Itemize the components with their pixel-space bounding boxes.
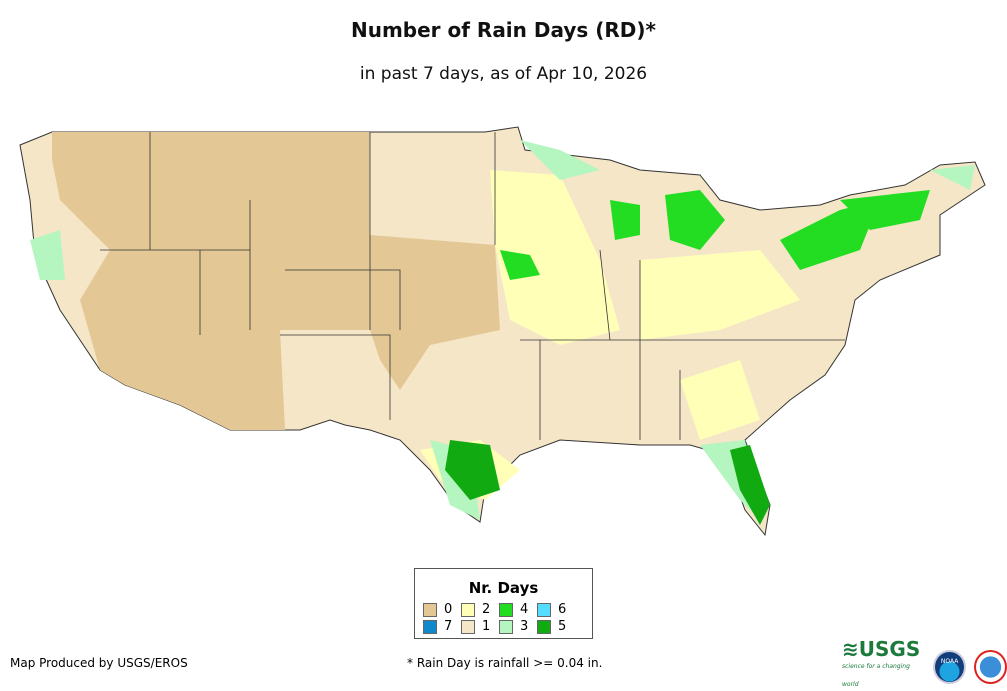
legend: Nr. Days 0 2 4 6 7 1 3 5 <box>414 568 593 639</box>
legend-label: 1 <box>482 619 491 634</box>
noaa-logo: NOAA <box>933 650 967 684</box>
legend-label: 0 <box>444 602 453 617</box>
legend-swatch <box>423 602 437 617</box>
legend-swatch <box>461 619 475 634</box>
legend-label: 3 <box>520 619 529 634</box>
legend-swatch <box>499 602 513 617</box>
usgs-logo: ≋USGS science for a changing world <box>842 637 921 688</box>
map-subtitle: in past 7 days, as of Apr 10, 2026 <box>359 64 648 84</box>
legend-swatch <box>461 602 475 617</box>
legend-swatch <box>499 619 513 634</box>
state-borders <box>100 132 845 440</box>
legend-item: 1 <box>461 619 499 634</box>
legend-item: 7 <box>423 619 461 634</box>
nws-logo <box>974 650 1007 684</box>
legend-item: 5 <box>537 619 575 634</box>
legend-item: 3 <box>499 619 537 634</box>
legend-items: 0 2 4 6 7 1 3 5 <box>423 602 575 634</box>
legend-label: 6 <box>558 602 567 617</box>
legend-item: 2 <box>461 602 499 617</box>
agency-logos: ≋USGS science for a changing world NOAA <box>842 637 1007 691</box>
legend-swatch <box>537 619 551 634</box>
four-five-day-regions <box>445 190 930 525</box>
legend-swatch <box>423 619 437 634</box>
legend-swatch <box>537 602 551 617</box>
legend-label: 4 <box>520 602 529 617</box>
legend-item: 6 <box>537 602 575 617</box>
credit-text: Map Produced by USGS/EROS <box>10 656 188 670</box>
legend-item: 4 <box>499 602 537 617</box>
footnote: * Rain Day is rainfall >= 0.04 in. <box>407 656 603 670</box>
legend-label: 2 <box>482 602 491 617</box>
legend-label: 7 <box>444 619 453 634</box>
legend-title: Nr. Days <box>468 579 539 597</box>
zero-day-regions <box>52 132 500 430</box>
legend-label: 5 <box>558 619 567 634</box>
legend-item: 0 <box>423 602 461 617</box>
map-title: Number of Rain Days (RD)* <box>350 18 656 42</box>
